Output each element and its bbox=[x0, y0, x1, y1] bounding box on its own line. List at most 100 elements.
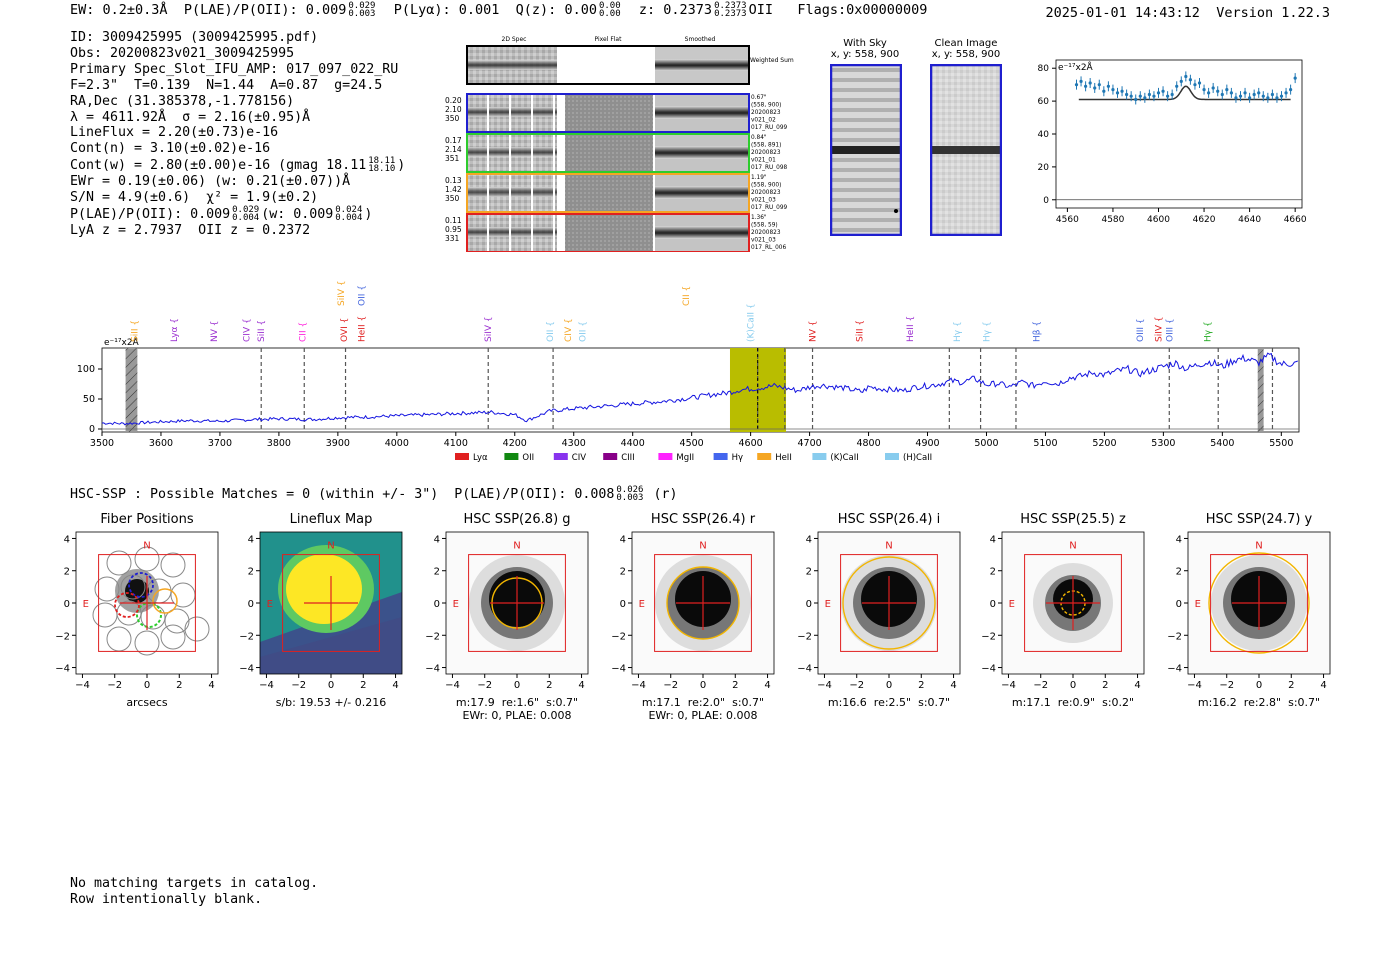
zoom-data-point bbox=[1220, 92, 1224, 97]
plae-w-text: (w: 0.009 bbox=[261, 206, 334, 222]
info-obs: Obs: 20200823v021_3009425995 bbox=[70, 45, 295, 61]
spectrum-xtick-label: 3700 bbox=[208, 438, 232, 449]
zoom-ytick-label: 20 bbox=[1038, 163, 1050, 173]
xtick-label: −2 bbox=[107, 680, 122, 691]
cutout-right-label: 20200823 bbox=[751, 110, 781, 116]
zoom-data-point bbox=[1279, 94, 1284, 98]
zoom-data-point bbox=[1184, 74, 1188, 79]
line-label-upper: CII { bbox=[682, 286, 692, 306]
legend-label: Lyα bbox=[473, 453, 488, 463]
weighted-sum-cutout bbox=[466, 45, 750, 85]
xtick-label: −2 bbox=[1219, 680, 1234, 691]
sky-band bbox=[830, 98, 902, 102]
hsc-panel-title: HSC SSP(26.4) i bbox=[837, 512, 941, 527]
xtick-label: 0 bbox=[700, 680, 706, 691]
search-box bbox=[840, 554, 938, 652]
zoom-data-point bbox=[1161, 89, 1165, 93]
hsc-panel-title: HSC SSP(26.4) r bbox=[650, 512, 756, 527]
cutout-right-label: 017_RU_099 bbox=[751, 125, 788, 131]
zoom-data-point bbox=[1238, 94, 1243, 98]
xtick-label: −2 bbox=[663, 680, 678, 691]
line-label: Hγ { bbox=[982, 321, 992, 342]
ytick-label: −2 bbox=[239, 631, 254, 642]
summary-line: EW: 0.2±0.3Å P(LAE)/P(OII): 0.009 0.029 0.… bbox=[70, 2, 927, 19]
xtick-label: −2 bbox=[1033, 680, 1048, 691]
info-radec: RA,Dec (31.385378,-1.778156) bbox=[70, 93, 295, 109]
catalog-note-line1: No matching targets in catalog. bbox=[70, 876, 319, 891]
with-sky-image bbox=[830, 64, 902, 236]
zoom-data-point bbox=[1093, 86, 1097, 90]
cutout-right-label: v021_01 bbox=[751, 158, 776, 164]
ytick-label: 2 bbox=[806, 567, 812, 578]
hsc-panel-caption: m:17.9 re:1.6" s:0.7" bbox=[455, 696, 579, 709]
ytick-label: −2 bbox=[55, 631, 70, 642]
cutout-right-label: 0.84" bbox=[751, 135, 767, 141]
cutout-right-label: (558, 900) bbox=[751, 103, 781, 109]
east-label: E bbox=[639, 599, 645, 610]
spectrum-xtick-label: 3800 bbox=[267, 438, 291, 449]
contw-close: ) bbox=[397, 158, 406, 174]
xtick-label: 4 bbox=[208, 680, 214, 691]
xtick-label: 2 bbox=[360, 680, 366, 691]
zoom-data-point bbox=[1125, 92, 1129, 97]
fiber-red bbox=[114, 592, 140, 618]
legend-label: (K)CaII bbox=[830, 453, 858, 463]
cutout-smoothed-band bbox=[655, 106, 749, 119]
line-label: CIV { bbox=[242, 318, 252, 342]
info-id: ID: 3009425995 (3009425995.pdf) bbox=[70, 30, 319, 45]
zoom-data-point bbox=[1175, 84, 1179, 88]
info-contn: Cont(n) = 3.10(±0.02)e-16 bbox=[70, 141, 271, 157]
sky-band bbox=[830, 168, 902, 172]
zoom-data-point bbox=[1120, 89, 1124, 93]
ytick-label: 2 bbox=[620, 567, 626, 578]
line-label: NV { bbox=[809, 321, 819, 342]
cutout-separator bbox=[487, 214, 489, 252]
xtick-label: −2 bbox=[477, 680, 492, 691]
hsc-panel-caption2: EWr: 0, PLAE: 0.008 bbox=[648, 709, 758, 722]
zoom-ytick-label: 40 bbox=[1038, 130, 1050, 140]
fiber-circle bbox=[160, 552, 186, 578]
zoom-data-point bbox=[1225, 88, 1229, 92]
xtick-label: 0 bbox=[144, 680, 150, 691]
zoom-data-point bbox=[1293, 76, 1297, 80]
fiber-circle bbox=[184, 616, 210, 642]
zoom-data-point bbox=[1216, 89, 1220, 93]
hsc-panel-caption: m:16.2 re:2.8" s:0.7" bbox=[1197, 696, 1321, 709]
spectrum-xtick-label: 4100 bbox=[444, 438, 468, 449]
zoom-ytick-label: 60 bbox=[1038, 97, 1050, 107]
lineflux-core bbox=[286, 554, 362, 624]
info-sn: S/N = 4.9(±0.6) χ² = 1.9(±0.2) bbox=[70, 190, 319, 206]
ytick-label: 2 bbox=[64, 567, 70, 578]
line-label: OII { bbox=[546, 321, 556, 342]
zoom-data-point bbox=[1156, 91, 1161, 95]
datetime: 2025-01-01 14:43:12 bbox=[1045, 5, 1200, 21]
east-label: E bbox=[1195, 599, 1201, 610]
sky-band bbox=[830, 198, 902, 202]
cutout-pixelflat bbox=[565, 214, 653, 252]
fiber-circle bbox=[94, 576, 120, 602]
search-box bbox=[468, 554, 566, 652]
cutout-left-label: 0.95 bbox=[445, 225, 462, 234]
ytick-label: −2 bbox=[1167, 631, 1182, 642]
cutout-2dspec-band bbox=[467, 107, 557, 117]
sky-band bbox=[830, 68, 902, 72]
ytick-label: −4 bbox=[797, 664, 812, 675]
zoom-xtick-label: 4660 bbox=[1284, 215, 1307, 225]
xtick-label: 2 bbox=[546, 680, 552, 691]
hsc-panel-caption: m:16.6 re:2.5" s:0.7" bbox=[827, 696, 951, 709]
spectrum-ytick-label: 100 bbox=[77, 364, 95, 375]
hsc-aperture bbox=[666, 566, 740, 640]
spectrum-xtick-label: 4300 bbox=[562, 438, 586, 449]
info-plae: P(LAE)/P(OII): 0.009 0.029 0.004 (w: 0.009 0… bbox=[70, 205, 405, 223]
hsc-panel-image: N E −4 −4 −2 −2 0 0 2 2 4 4 bbox=[981, 531, 1145, 691]
with-sky-label: With Sky bbox=[843, 38, 887, 49]
info-lyaz: LyA z = 2.7937 OII z = 0.2372 bbox=[70, 222, 311, 238]
zoom-data-point bbox=[1147, 92, 1151, 97]
cutout-left-label: 350 bbox=[445, 194, 460, 203]
legend-label: (H)CaII bbox=[903, 453, 932, 463]
zoom-data-point bbox=[1115, 91, 1120, 95]
cutout-left-label: 0.11 bbox=[445, 216, 462, 225]
cutout-right-label: 20200823 bbox=[751, 190, 781, 196]
ytick-label: 4 bbox=[620, 534, 626, 545]
xtick-label: −4 bbox=[1187, 680, 1202, 691]
